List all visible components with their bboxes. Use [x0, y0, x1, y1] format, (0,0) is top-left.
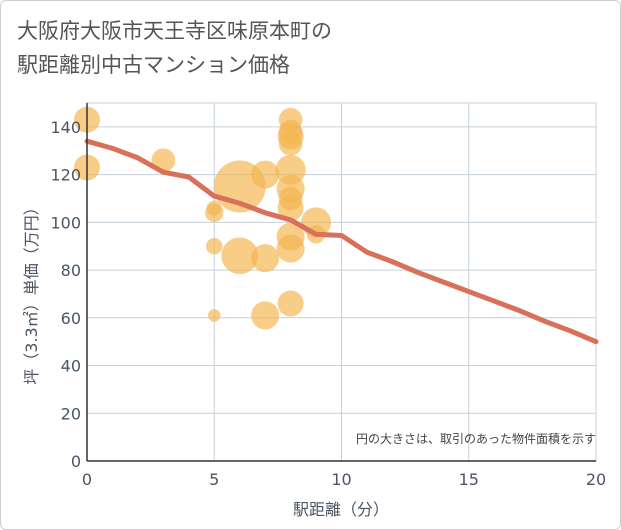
data-bubble [251, 301, 280, 330]
y-tick-label: 80 [61, 261, 81, 280]
chart-title-line1: 大阪府大阪市天王寺区味原本町の [17, 19, 332, 43]
x-axis-label: 駅距離（分） [293, 500, 389, 519]
y-tick-label: 120 [50, 166, 81, 185]
size-note: 円の大きさは、取引のあった物件面積を示す [356, 431, 596, 446]
x-tick-label: 5 [209, 470, 219, 489]
trend-line [84, 138, 599, 345]
x-tick-label: 15 [459, 470, 479, 489]
data-bubble [251, 160, 280, 189]
x-tick-label: 0 [82, 470, 92, 489]
chart-title-line2: 駅距離別中古マンション価格 [17, 53, 290, 77]
y-tick-label: 140 [50, 118, 81, 137]
axis-layer: 0 5 10 15 20 0 20 40 60 80 100 120 140 [50, 103, 606, 489]
data-bubble [277, 290, 304, 317]
y-tick-label: 60 [61, 309, 81, 328]
x-tick-label: 20 [586, 470, 606, 489]
y-tick-label: 100 [50, 213, 81, 232]
y-tick-label: 20 [61, 404, 81, 423]
data-bubble [276, 234, 305, 263]
y-tick-label: 40 [61, 357, 81, 376]
data-bubble [207, 309, 221, 322]
x-tick-label: 10 [331, 470, 351, 489]
y-axis-label: 坪（3.3㎡）単価（万円） [22, 199, 41, 384]
data-bubble [278, 131, 303, 156]
data-bubble [277, 195, 304, 222]
trend-layer [84, 138, 599, 345]
grid-layer [86, 102, 597, 462]
data-bubble [221, 237, 259, 275]
y-tick-label: 0 [71, 452, 81, 471]
data-bubble [251, 244, 280, 273]
data-bubble [206, 237, 223, 255]
data-bubble [205, 203, 224, 222]
bubble-layer [74, 106, 332, 330]
chart-title: 大阪府大阪市天王寺区味原本町の 駅距離別中古マンション価格 [17, 14, 332, 82]
